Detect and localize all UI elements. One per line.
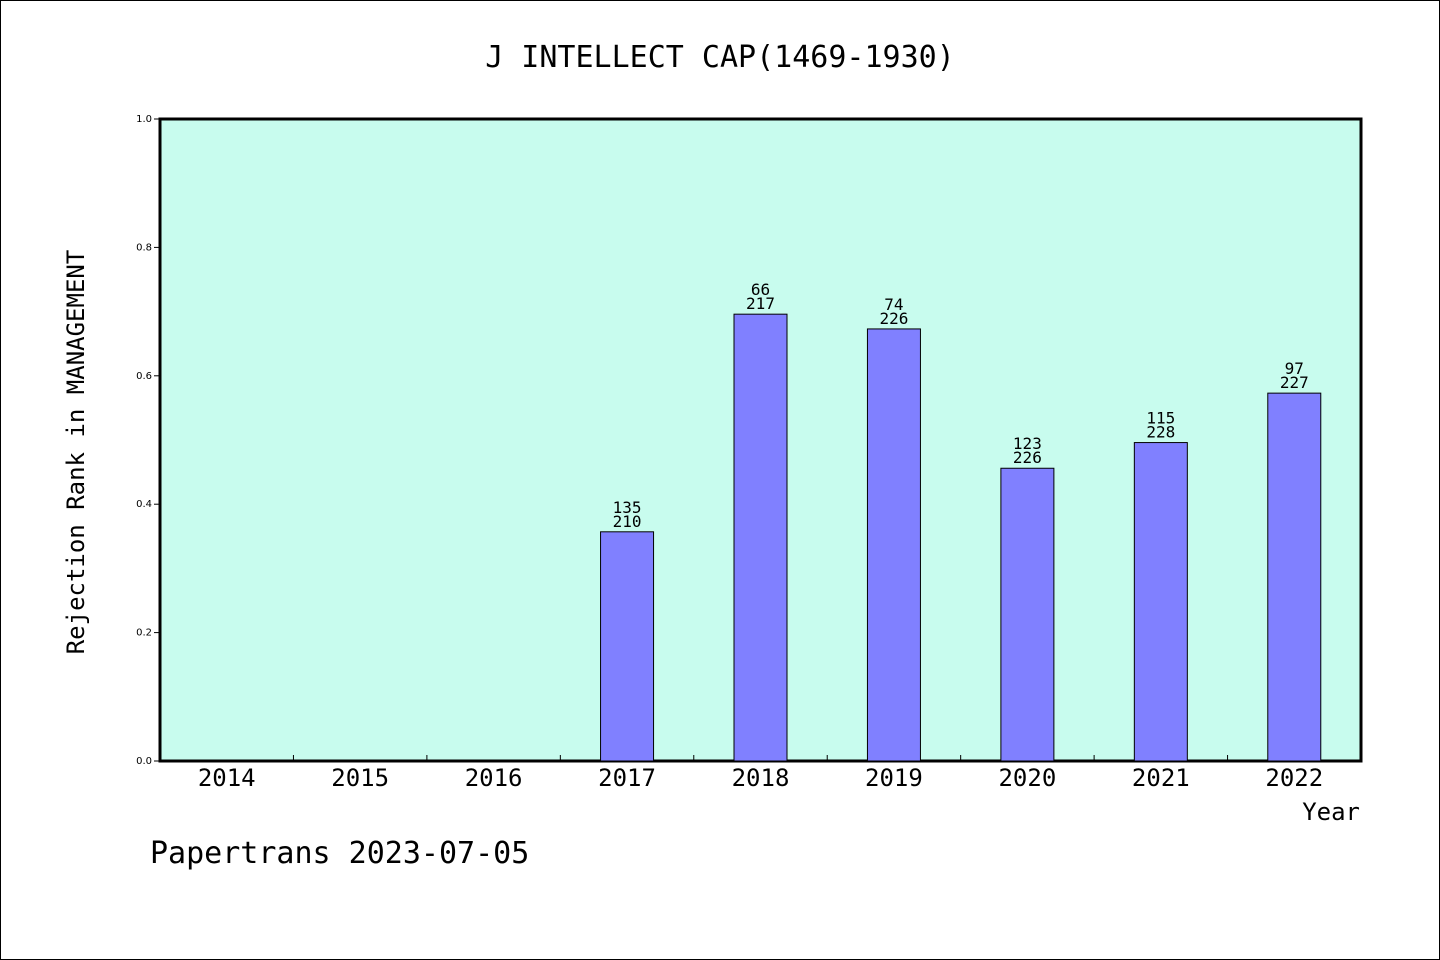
bar (866, 328, 921, 762)
bar-label-top: 115 (1146, 409, 1175, 428)
bar-label-top: 74 (884, 295, 903, 314)
x-tick-label: 2016 (465, 764, 523, 792)
y-tick-label: 0.4 (136, 499, 152, 510)
bars-group (600, 313, 1322, 762)
bar (733, 313, 788, 762)
chart-title: J INTELLECT CAP(1469-1930) (485, 40, 955, 75)
bar-label-top: 97 (1285, 359, 1304, 378)
x-tick-label: 2015 (331, 764, 389, 792)
x-axis: 2014 2015 2016 2017 2018 2019 2020 2021 2022 (198, 755, 1323, 792)
x-axis-label: Year (1302, 798, 1360, 826)
bar (1000, 467, 1055, 762)
x-tick-label: 2019 (865, 764, 923, 792)
bar-label-bottom: 228 (1146, 423, 1175, 442)
y-tick-label: 1.0 (136, 114, 152, 125)
y-tick-label: 0.0 (136, 756, 152, 767)
y-tick-label: 0.2 (136, 628, 152, 639)
x-tick-label: 2014 (198, 764, 256, 792)
x-tick-label: 2020 (998, 764, 1056, 792)
bar-label-bottom: 227 (1280, 373, 1309, 392)
bar-label-bottom: 226 (879, 309, 908, 328)
y-axis: 0.0 0.2 0.4 0.6 0.8 1.0 (136, 114, 160, 767)
x-tick-label: 2018 (732, 764, 790, 792)
bar-label-top: 123 (1013, 434, 1042, 453)
x-tick-label: 2017 (598, 764, 656, 792)
y-tick-label: 0.6 (136, 371, 152, 382)
y-axis-label: Rejection Rank in MANAGEMENT (62, 250, 90, 655)
y-tick-label: 0.8 (136, 242, 152, 253)
x-tick-label: 2022 (1265, 764, 1323, 792)
bar (600, 531, 655, 762)
bar-label-bottom: 217 (746, 294, 775, 313)
x-tick-label: 2021 (1132, 764, 1190, 792)
bar-label-bottom: 210 (613, 512, 642, 531)
bar (1133, 442, 1188, 762)
bar-label-top: 135 (613, 498, 642, 517)
footer-credit: Papertrans 2023-07-05 (150, 836, 529, 871)
bar-label-top: 66 (751, 280, 770, 299)
bar-label-bottom: 226 (1013, 448, 1042, 467)
bar (1267, 392, 1322, 762)
